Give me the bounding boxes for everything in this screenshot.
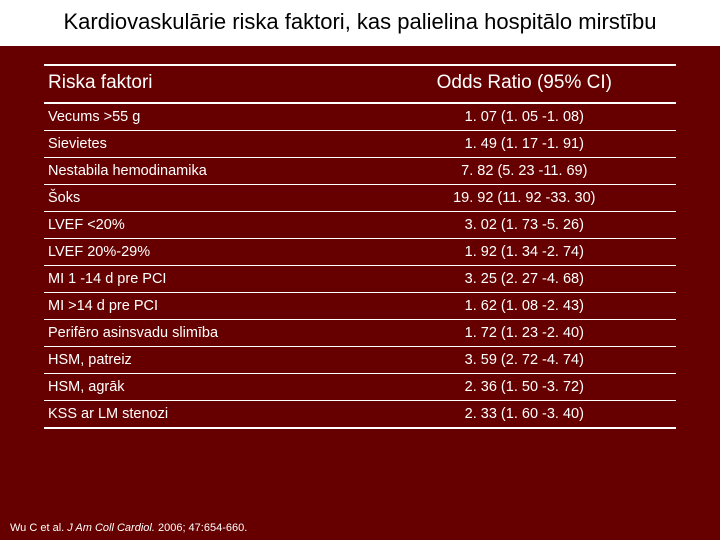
cell-odds-ratio: 1. 72 (1. 23 -2. 40)	[373, 319, 676, 346]
table-body: Vecums >55 g1. 07 (1. 05 -1. 08)Sieviete…	[44, 103, 676, 428]
cell-odds-ratio: 1. 62 (1. 08 -2. 43)	[373, 292, 676, 319]
cell-odds-ratio: 1. 92 (1. 34 -2. 74)	[373, 238, 676, 265]
cell-risk-factor: MI >14 d pre PCI	[44, 292, 373, 319]
table-row: LVEF <20%3. 02 (1. 73 -5. 26)	[44, 211, 676, 238]
cell-risk-factor: HSM, agrāk	[44, 373, 373, 400]
cell-odds-ratio: 3. 59 (2. 72 -4. 74)	[373, 346, 676, 373]
citation: Wu C et al. J Am Coll Cardiol. 2006; 47:…	[10, 522, 247, 534]
cell-risk-factor: Sievietes	[44, 130, 373, 157]
citation-ref: 2006; 47:654-660.	[158, 522, 247, 534]
header-risk-factor: Riska faktori	[44, 65, 373, 103]
table-row: HSM, agrāk2. 36 (1. 50 -3. 72)	[44, 373, 676, 400]
cell-risk-factor: Perifēro asinsvadu slimība	[44, 319, 373, 346]
slide-title: Kardiovaskulārie riska faktori, kas pali…	[0, 0, 720, 46]
table-row: MI >14 d pre PCI1. 62 (1. 08 -2. 43)	[44, 292, 676, 319]
table-row: KSS ar LM stenozi2. 33 (1. 60 -3. 40)	[44, 400, 676, 428]
cell-odds-ratio: 7. 82 (5. 23 -11. 69)	[373, 157, 676, 184]
cell-risk-factor: MI 1 -14 d pre PCI	[44, 265, 373, 292]
cell-odds-ratio: 19. 92 (11. 92 -33. 30)	[373, 184, 676, 211]
risk-factors-table: Riska faktori Odds Ratio (95% CI) Vecums…	[44, 64, 676, 429]
table-header-row: Riska faktori Odds Ratio (95% CI)	[44, 65, 676, 103]
cell-odds-ratio: 3. 25 (2. 27 -4. 68)	[373, 265, 676, 292]
cell-risk-factor: LVEF <20%	[44, 211, 373, 238]
table-row: LVEF 20%-29%1. 92 (1. 34 -2. 74)	[44, 238, 676, 265]
cell-odds-ratio: 1. 07 (1. 05 -1. 08)	[373, 103, 676, 131]
citation-authors: Wu C et al.	[10, 522, 64, 534]
table-row: Šoks19. 92 (11. 92 -33. 30)	[44, 184, 676, 211]
cell-risk-factor: LVEF 20%-29%	[44, 238, 373, 265]
cell-risk-factor: Nestabila hemodinamika	[44, 157, 373, 184]
header-odds-ratio: Odds Ratio (95% CI)	[373, 65, 676, 103]
table-row: Sievietes1. 49 (1. 17 -1. 91)	[44, 130, 676, 157]
cell-risk-factor: KSS ar LM stenozi	[44, 400, 373, 428]
table-container: Riska faktori Odds Ratio (95% CI) Vecums…	[0, 46, 720, 429]
cell-odds-ratio: 2. 36 (1. 50 -3. 72)	[373, 373, 676, 400]
cell-risk-factor: Šoks	[44, 184, 373, 211]
table-row: HSM, patreiz3. 59 (2. 72 -4. 74)	[44, 346, 676, 373]
cell-odds-ratio: 1. 49 (1. 17 -1. 91)	[373, 130, 676, 157]
cell-risk-factor: HSM, patreiz	[44, 346, 373, 373]
cell-risk-factor: Vecums >55 g	[44, 103, 373, 131]
citation-journal: J Am Coll Cardiol.	[67, 522, 155, 534]
cell-odds-ratio: 2. 33 (1. 60 -3. 40)	[373, 400, 676, 428]
table-row: Vecums >55 g1. 07 (1. 05 -1. 08)	[44, 103, 676, 131]
cell-odds-ratio: 3. 02 (1. 73 -5. 26)	[373, 211, 676, 238]
table-row: Perifēro asinsvadu slimība1. 72 (1. 23 -…	[44, 319, 676, 346]
table-row: Nestabila hemodinamika7. 82 (5. 23 -11. …	[44, 157, 676, 184]
table-row: MI 1 -14 d pre PCI3. 25 (2. 27 -4. 68)	[44, 265, 676, 292]
